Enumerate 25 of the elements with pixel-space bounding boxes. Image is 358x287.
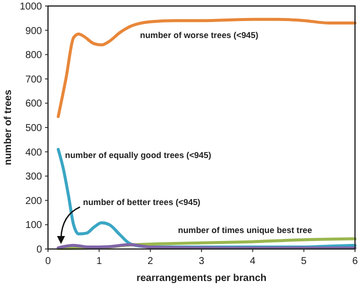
y-tick-label: 0 bbox=[36, 244, 42, 256]
y-tick-label: 500 bbox=[25, 123, 42, 134]
y-tick-label: 1000 bbox=[20, 2, 42, 12]
x-axis-title: rearrangements per branch bbox=[136, 273, 267, 284]
x-tick-label: 3 bbox=[198, 256, 205, 267]
x-tick-label: 6 bbox=[352, 256, 358, 267]
y-tick-label: 700 bbox=[25, 74, 42, 86]
text: number of better trees (<945) bbox=[83, 196, 201, 207]
x-tick-label: 1 bbox=[96, 256, 102, 267]
x-tick-label: 0 bbox=[45, 256, 52, 267]
y-axis-title: number of trees bbox=[3, 89, 14, 166]
line-series bbox=[56, 18, 356, 118]
y-tick-label: 800 bbox=[25, 50, 42, 62]
y-tick-label: 200 bbox=[25, 196, 42, 207]
y-tick-label: 100 bbox=[25, 220, 42, 232]
series-label: number of equally good trees (<945) bbox=[65, 150, 212, 160]
y-tick-label: 300 bbox=[25, 172, 42, 183]
series-label: number of worse trees (<945) bbox=[140, 30, 258, 40]
y-tick-label: 400 bbox=[25, 147, 42, 158]
x-tick-label: 5 bbox=[301, 256, 308, 267]
x-tick-label: 4 bbox=[250, 256, 256, 267]
x-tick-label: 2 bbox=[148, 256, 154, 267]
y-tick-label: 900 bbox=[25, 26, 42, 37]
series-label: number of times unique best tree bbox=[178, 224, 312, 235]
y-tick-label: 600 bbox=[25, 98, 42, 110]
